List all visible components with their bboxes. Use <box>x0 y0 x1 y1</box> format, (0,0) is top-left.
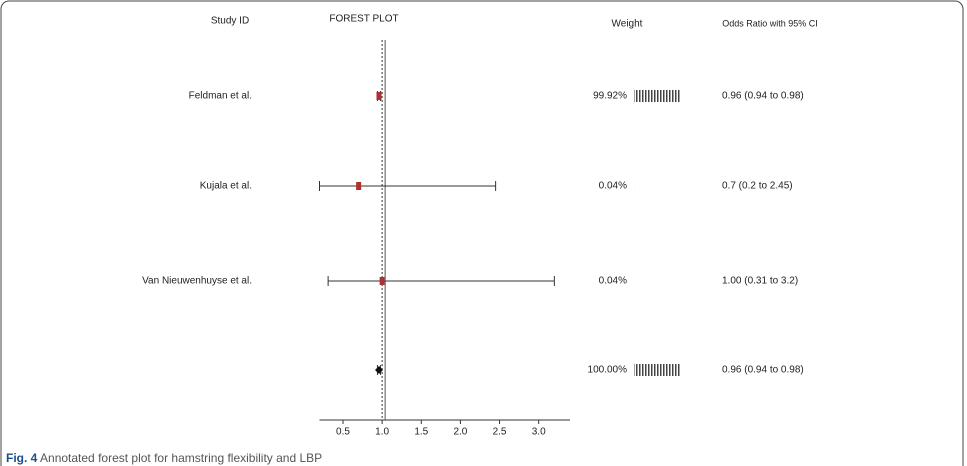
point-estimate <box>376 92 382 100</box>
caption-label: Fig. 4 <box>6 451 38 465</box>
point-estimate <box>379 277 385 285</box>
header-study: Study ID <box>211 16 249 27</box>
ci-label: 0.96 (0.94 to 0.98) <box>722 365 804 376</box>
caption-text: Annotated forest plot for hamstring flex… <box>40 451 322 465</box>
header-weight: Weight <box>612 19 643 30</box>
header-ci: Odds Ratio with 95% CI <box>722 18 818 28</box>
summary-diamond <box>374 366 383 374</box>
point-estimate <box>356 182 362 190</box>
x-tick-label: 2.5 <box>493 427 507 438</box>
x-tick-label: 0.5 <box>336 427 350 438</box>
x-tick-label: 1.5 <box>414 427 428 438</box>
ci-label: 0.7 (0.2 to 2.45) <box>722 181 793 192</box>
header-plot: FOREST PLOT <box>329 14 398 25</box>
x-tick-label: 3.0 <box>532 427 546 438</box>
study-label: Van Nieuwenhuyse et al. <box>142 276 252 287</box>
x-tick-label: 1.0 <box>375 427 389 438</box>
weight-label: 0.04% <box>599 276 627 287</box>
weight-label: 99.92% <box>593 91 627 102</box>
weight-bar <box>634 364 680 376</box>
ci-label: 0.96 (0.94 to 0.98) <box>722 91 804 102</box>
study-label: Kujala et al. <box>200 181 252 192</box>
caption: Fig. 4 Annotated forest plot for hamstri… <box>6 451 322 465</box>
weight-label: 0.04% <box>599 181 627 192</box>
study-label: Feldman et al. <box>189 91 252 102</box>
ci-label: 1.00 (0.31 to 3.2) <box>722 276 798 287</box>
weight-label: 100.00% <box>588 365 628 376</box>
x-tick-label: 2.0 <box>453 427 467 438</box>
weight-bar <box>634 90 680 102</box>
